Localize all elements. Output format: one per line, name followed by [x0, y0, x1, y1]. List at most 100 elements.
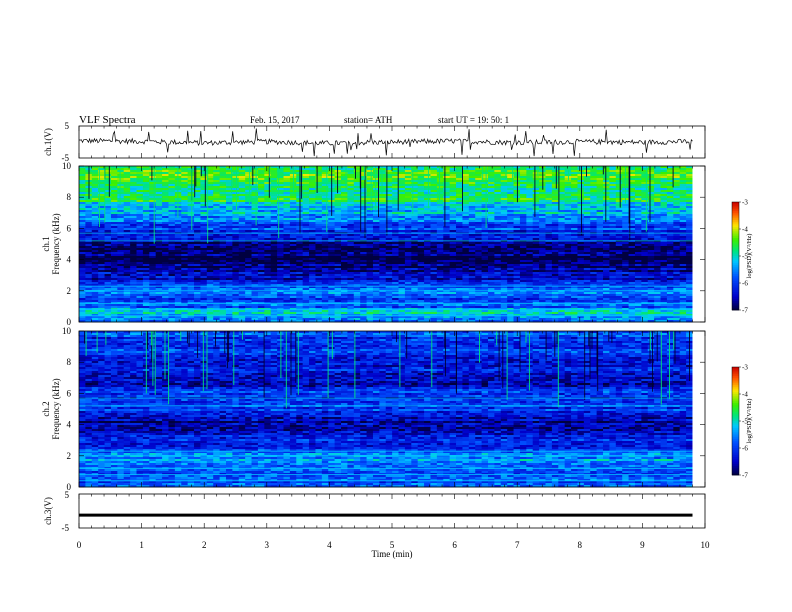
spectrogram-cell [475, 192, 482, 195]
spectrogram-cell [571, 208, 578, 211]
spectrogram-cell [98, 218, 105, 221]
spectrogram-cell [309, 166, 316, 169]
spectrogram-cell [257, 226, 265, 229]
spectrogram-cell [136, 168, 144, 171]
spectrogram-cell [539, 204, 546, 207]
spectrogram-cell [456, 226, 463, 229]
spectrogram-cell [289, 224, 297, 227]
spectrogram-cell [487, 206, 495, 209]
spectrogram-cell [289, 238, 297, 241]
spectrogram-cell [500, 234, 508, 237]
spectrogram-cell [130, 178, 137, 181]
spectrogram-cell [142, 192, 150, 195]
spectrogram-cell [475, 176, 482, 179]
spectrogram-cell [622, 204, 629, 207]
spectrogram-cell [634, 194, 642, 197]
spectrogram-cell [321, 234, 329, 237]
spectrogram-cell [392, 172, 399, 175]
spectrogram-cell [91, 190, 99, 193]
spectrogram-cell [168, 224, 176, 227]
spectrogram-cell [596, 178, 604, 181]
spectrogram-cell [264, 174, 272, 177]
spectrogram-cell [571, 200, 578, 203]
spectrogram-cell [660, 180, 668, 183]
spectrogram-cell [456, 214, 463, 217]
spectrogram-cell [673, 226, 681, 229]
spectrogram-cell [436, 238, 444, 241]
spectrogram-cell [494, 218, 502, 221]
spectrogram-cell [155, 166, 163, 169]
spectrogram-cell [494, 234, 502, 237]
spectrogram-cell [590, 168, 598, 171]
spectrogram-cell [200, 204, 208, 207]
spectrogram-cell [194, 238, 201, 241]
spectrogram-cell [341, 198, 348, 201]
spectrogram-cell [583, 216, 591, 219]
spectrogram-cell [225, 226, 233, 229]
spectrogram-cell [302, 200, 310, 203]
spectrogram-cell [603, 214, 610, 217]
spectrogram-cell [481, 234, 489, 237]
spectrogram-cell [117, 172, 125, 175]
spectrogram-cell [155, 220, 163, 223]
spectrogram-cell [321, 224, 329, 227]
spectrogram-cell [187, 212, 195, 215]
spectrogram-cell [487, 178, 495, 181]
spectrogram-cell [187, 234, 195, 237]
spectrogram-cell [91, 168, 99, 171]
spectrogram-cell [398, 196, 406, 199]
spectrogram-cell [98, 170, 105, 173]
spectrogram-cell [603, 180, 610, 183]
spectrogram-cell [321, 196, 329, 199]
spectrogram-cell [686, 210, 693, 213]
spectrogram-cell [666, 170, 674, 173]
spectrogram-cell [162, 216, 169, 219]
spectrogram-cell [571, 178, 578, 181]
spectrogram-cell [245, 238, 252, 241]
spectrogram-cell [634, 196, 642, 199]
spectrogram-cell [462, 174, 470, 177]
spectrogram-cell [232, 166, 240, 169]
spectrogram-cell [449, 210, 457, 213]
spectrogram-cell [123, 170, 131, 173]
spectrogram-cell [436, 188, 444, 191]
spectrogram-cell [647, 206, 655, 209]
spectrogram-cell [245, 194, 252, 197]
spectrogram-cell [545, 214, 553, 217]
spectrogram-cell [456, 206, 463, 209]
spectrogram-cell [513, 190, 521, 193]
spectrogram-cell [353, 182, 361, 185]
spectrogram-cell [98, 190, 105, 193]
spectrogram-cell [424, 238, 431, 241]
spectrogram-cell [571, 216, 578, 219]
spectrogram-cell [341, 166, 348, 169]
ch1-spectrogram [79, 166, 705, 323]
spectrogram-cell [123, 204, 131, 207]
spectrogram-cell [475, 236, 482, 239]
spectrogram-cell [168, 234, 176, 237]
spectrogram-cell [251, 190, 259, 193]
spectrogram-cell [519, 234, 527, 237]
spectrogram-cell [417, 184, 425, 187]
spectrogram-cell [679, 208, 687, 211]
spectrogram-cell [660, 202, 668, 205]
spectrogram-cell [117, 178, 125, 181]
spectrogram-cell [98, 200, 105, 203]
spectrogram-cell [583, 236, 591, 239]
spectrogram-cell [583, 226, 591, 229]
spectrogram-cell [494, 174, 502, 177]
spectrogram-cell [200, 188, 208, 191]
spectrogram-cell [328, 220, 336, 223]
spectrogram-cell [545, 202, 553, 205]
spectrogram-cell [366, 188, 374, 191]
spectrogram-cell [341, 170, 348, 173]
spectrogram-cell [347, 194, 355, 197]
spectrogram-cell [372, 238, 380, 241]
spectrogram-cell [270, 214, 278, 217]
spectrogram-cell [449, 234, 457, 237]
spectrogram-cell [532, 184, 540, 187]
spectrogram-cell [219, 218, 227, 221]
spectrogram-cell [404, 176, 412, 179]
spectrogram-cell [85, 206, 93, 209]
spectrogram-cell [660, 188, 668, 191]
